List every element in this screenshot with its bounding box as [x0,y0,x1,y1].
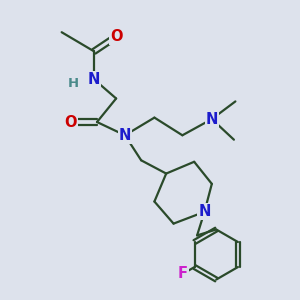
Text: N: N [88,72,100,87]
Text: H: H [68,77,79,90]
Text: N: N [119,128,131,143]
Text: N: N [198,204,211,219]
Text: O: O [64,115,77,130]
Text: F: F [178,266,188,281]
Text: O: O [110,29,122,44]
Text: N: N [206,112,218,127]
